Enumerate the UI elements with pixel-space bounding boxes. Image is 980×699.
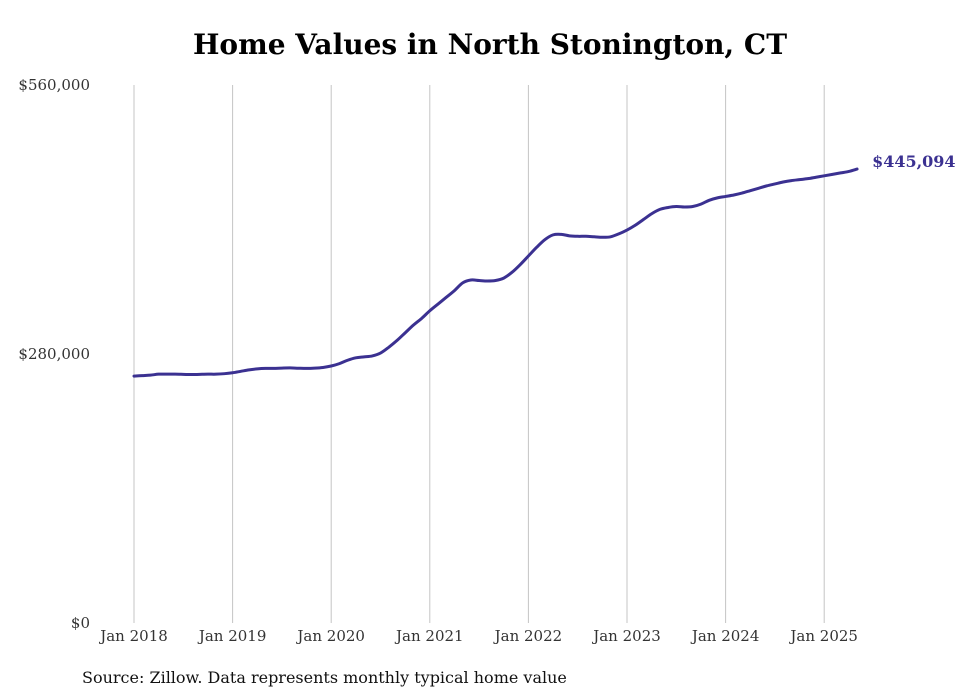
series-line-0 xyxy=(132,167,859,378)
chart-title: Home Values in North Stonington, CT xyxy=(192,28,788,61)
x-tick-label: Jan 2025 xyxy=(788,627,858,645)
x-tick-label: Jan 2021 xyxy=(394,627,464,645)
x-tick-label: Jan 2022 xyxy=(493,627,563,645)
x-tick-label: Jan 2024 xyxy=(690,627,760,645)
x-tick-label: Jan 2020 xyxy=(295,627,365,645)
y-tick-label: $280,000 xyxy=(18,345,90,363)
x-tick-label: Jan 2018 xyxy=(98,627,168,645)
chart-source: Source: Zillow. Data represents monthly … xyxy=(82,668,567,687)
y-tick-label: $560,000 xyxy=(18,76,90,94)
x-tick-label: Jan 2019 xyxy=(197,627,267,645)
x-tick-label: Jan 2023 xyxy=(591,627,661,645)
x-axis: Jan 2018 Jan 2019 Jan 2020 Jan 2021 Jan 2022… xyxy=(98,627,858,645)
y-axis: $0 $280,000 $560,000 xyxy=(18,76,90,632)
y-tick-label: $0 xyxy=(71,614,90,632)
grid-layer xyxy=(133,85,825,623)
end-value-label: $445,094 xyxy=(872,152,956,171)
series-layer: $445,094 xyxy=(132,152,956,378)
